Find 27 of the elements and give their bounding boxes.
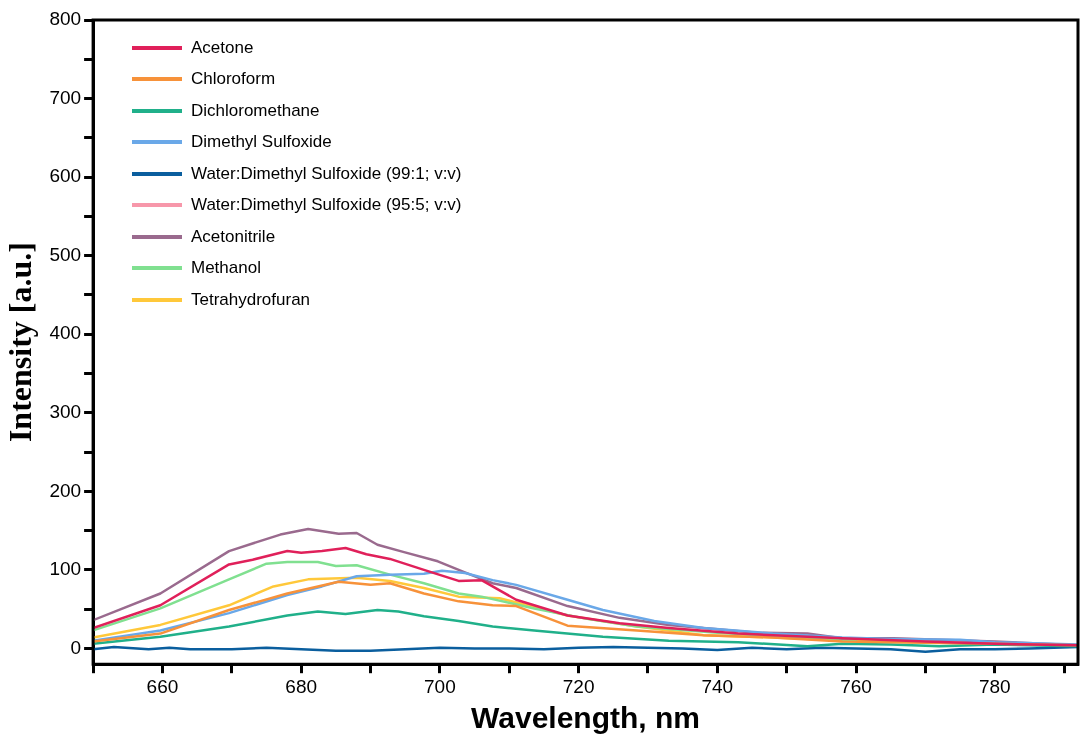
y-tick-label: 800 xyxy=(49,8,82,30)
y-tick-label: 400 xyxy=(49,322,82,344)
legend-label: Dimethyl Sulfoxide xyxy=(191,132,332,153)
y-tick-label: 0 xyxy=(70,636,82,658)
legend-label: Chloroform xyxy=(191,69,276,90)
x-tick-label: 760 xyxy=(840,675,872,697)
legend-label: Acetonitrile xyxy=(191,226,276,247)
y-tick-label: 300 xyxy=(49,401,82,423)
y-tick-label: 100 xyxy=(49,558,82,580)
y-tick-label: 500 xyxy=(49,243,82,265)
x-tick-label: 680 xyxy=(285,675,318,697)
x-tick-label: 740 xyxy=(701,675,734,697)
x-tick-label: 780 xyxy=(978,675,1011,697)
y-tick-label: 200 xyxy=(49,479,82,501)
legend-label: Water:Dimethyl Sulfoxide (99:1; v:v) xyxy=(191,163,462,184)
legend-label: Dichloromethane xyxy=(191,100,320,121)
x-tick-label: 700 xyxy=(424,675,456,697)
y-tick-label: 700 xyxy=(49,86,82,108)
legend-label: Water:Dimethyl Sulfoxide (95:5; v:v) xyxy=(191,195,462,216)
y-tick-label: 600 xyxy=(49,165,82,187)
x-tick-label: 720 xyxy=(562,675,595,697)
x-axis-title: Wavelength, nm xyxy=(471,701,701,735)
legend-label: Tetrahydrofuran xyxy=(191,289,311,310)
y-axis-title: Intensity [a.u.] xyxy=(2,242,39,443)
legend-label: Methanol xyxy=(191,258,261,279)
legend-label: Acetone xyxy=(191,37,254,58)
x-tick-label: 660 xyxy=(146,675,179,697)
